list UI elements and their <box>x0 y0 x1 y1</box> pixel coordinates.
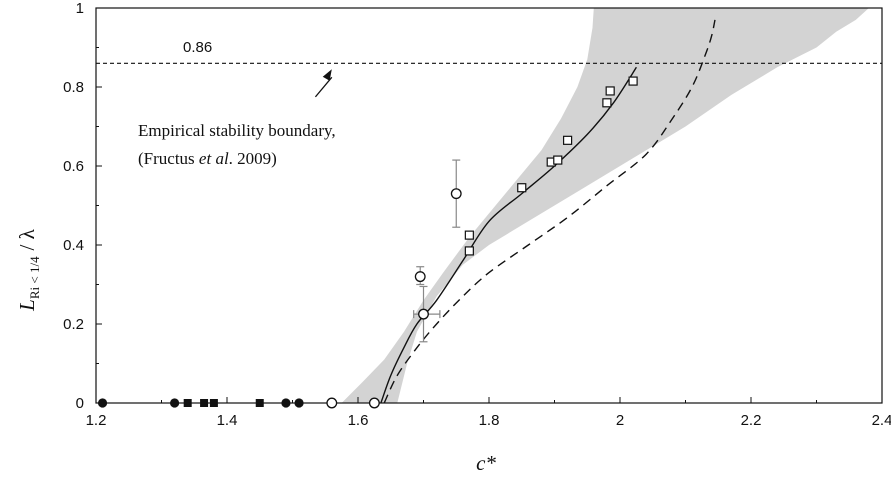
open-square-marker <box>517 183 527 193</box>
x-tick-label: 2 <box>616 412 624 429</box>
y-axis-ticks: 0 0.2 0.4 0.6 0.8 1 <box>63 0 102 412</box>
uncertainty-band <box>341 8 869 403</box>
y-tick-label: 0.2 <box>63 316 84 333</box>
filled-circle-marker <box>97 398 108 408</box>
annotation-arrowhead <box>322 69 332 81</box>
x-tick-label: 2.2 <box>741 412 762 429</box>
y-tick-label: 0 <box>76 395 84 412</box>
x-tick-label: 1.8 <box>479 412 500 429</box>
open-square-marker <box>628 76 638 86</box>
x-axis-ticks: 1.2 1.4 1.6 1.8 2 2.2 2.4 <box>86 397 891 429</box>
filled-square-marker <box>200 399 209 407</box>
filled-circle-marker <box>281 398 291 408</box>
filled-circle-marker <box>294 398 304 408</box>
x-tick-label: 1.2 <box>86 412 107 429</box>
open-circle-marker <box>368 397 380 409</box>
open-square-marker <box>602 98 612 108</box>
y-title-tail: / λ <box>15 228 39 250</box>
y-title-subscript: Ri < 1/4 <box>27 256 42 299</box>
open-square-marker <box>464 246 474 256</box>
x-tick-label: 1.6 <box>348 412 369 429</box>
x-tick-label: 1.4 <box>217 412 238 429</box>
solid-curve <box>380 66 637 404</box>
annotation-prefix: (Fructus <box>138 149 199 168</box>
dashed-curve <box>383 19 716 404</box>
curve-layer <box>96 19 882 404</box>
marker-layer <box>97 76 638 409</box>
open-circle-marker <box>418 308 429 320</box>
annotation-italic: et al <box>199 149 229 168</box>
annotation-line-2: (Fructus et al. 2009) <box>138 149 277 168</box>
y-tick-label: 0.6 <box>63 158 84 175</box>
open-circle-marker <box>326 397 338 409</box>
x-tick-label: 2.4 <box>872 412 891 429</box>
open-square-marker <box>562 135 573 145</box>
open-square-marker <box>464 230 474 240</box>
x-axis-title: c* <box>476 451 496 475</box>
open-square-marker <box>605 86 615 96</box>
annotation-line-1: Empirical stability boundary, <box>138 121 336 140</box>
filled-square-marker <box>183 399 192 407</box>
open-circle-marker <box>414 271 426 283</box>
reference-line-label: 0.86 <box>183 39 212 56</box>
y-axis-title: LRi < 1/4 / λ <box>15 228 42 312</box>
open-circle-marker <box>450 188 462 200</box>
annotation-suffix: . 2009) <box>229 149 277 168</box>
filled-square-marker <box>209 399 218 407</box>
shaded-band-area <box>341 8 869 403</box>
y-tick-label: 0.8 <box>63 79 84 96</box>
y-title-main: L <box>15 299 39 312</box>
annotation-arrow <box>314 76 333 98</box>
y-tick-label: 1 <box>76 0 84 17</box>
y-tick-label: 0.4 <box>63 237 84 254</box>
filled-circle-marker <box>170 398 180 408</box>
svg-text:LRi < 1/4/ λ: LRi < 1/4 / λ <box>15 228 42 312</box>
filled-square-marker <box>255 399 264 407</box>
open-square-marker <box>553 155 563 165</box>
